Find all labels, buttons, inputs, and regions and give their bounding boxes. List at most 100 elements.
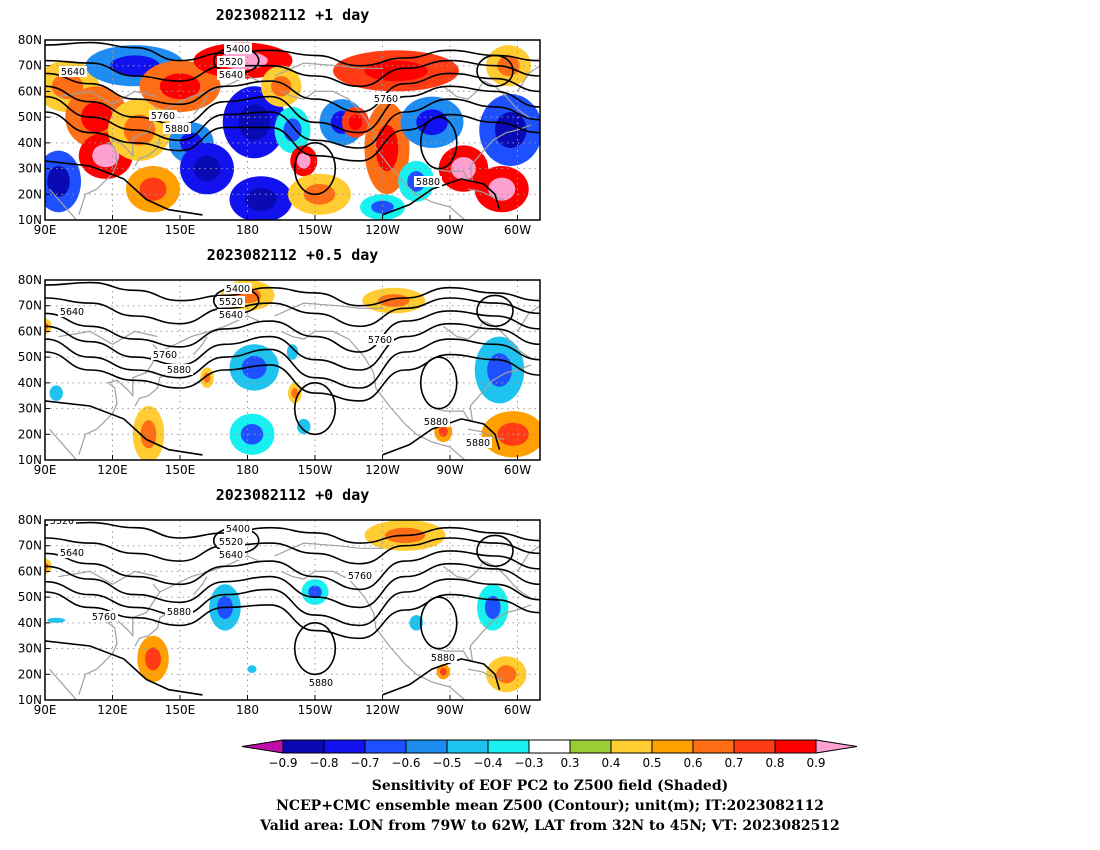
shaded-core — [110, 55, 160, 76]
contour-label-bg — [58, 547, 86, 558]
map-frame — [44, 519, 541, 701]
coastline-segment — [78, 103, 161, 216]
colorbar-tick-label: −0.7 — [350, 756, 379, 770]
colorbar-swatch — [405, 739, 448, 754]
coastline-segment — [274, 302, 383, 317]
z500-contour-line — [45, 111, 540, 162]
colorbar-swatch — [446, 739, 489, 754]
lon-tick-label: 150E — [165, 463, 196, 477]
coastline-segment — [58, 330, 158, 345]
shaded-core — [240, 424, 264, 445]
closed-contour — [476, 54, 514, 88]
sensitivity-shading — [45, 280, 540, 460]
shaded-core — [439, 667, 447, 676]
contour-label-bg — [366, 334, 394, 345]
contour-label-bg — [151, 349, 179, 360]
z500-contour-line — [45, 322, 540, 371]
contour-label: 5640 — [60, 548, 84, 559]
coastline-segment — [159, 555, 260, 593]
lat-tick-label: 30N — [18, 162, 42, 176]
panel-title-3: 2023082112 +0 day — [215, 486, 370, 504]
coastline-segment — [442, 320, 530, 358]
colorbar-tick-label: 0.7 — [724, 756, 743, 770]
lat-tick-label: 20N — [18, 187, 42, 201]
colorbar-tick-label: −0.8 — [309, 756, 338, 770]
contour-labels: 5400 5520 5640 5640 5760 5760 5880 5880 — [59, 43, 442, 188]
lat-tick-label: 30N — [18, 642, 42, 656]
lon-tick-label: 90E — [34, 463, 57, 477]
caption-line-1: Sensitivity of EOF PC2 to Z500 field (Sh… — [371, 778, 729, 794]
contour-label: 5640 — [219, 310, 243, 321]
shaded-core — [364, 60, 428, 82]
colorbar-swatch — [610, 739, 653, 754]
lat-tick-label: 60N — [18, 564, 42, 578]
z500-contour-line — [45, 562, 540, 609]
shaded-core — [139, 177, 167, 201]
colorbar-tick-label: −0.5 — [432, 756, 461, 770]
lon-tick-label: 150E — [165, 223, 196, 237]
z500-contour-line — [45, 591, 540, 640]
coastline-segment — [134, 612, 170, 647]
lon-tick-label: 90W — [436, 463, 463, 477]
shaded-core — [47, 166, 70, 197]
coastline-segment — [467, 428, 505, 440]
colorbar-tick-label: 0.4 — [601, 756, 620, 770]
shaded-core — [245, 187, 277, 211]
coastline-segment — [159, 75, 260, 113]
shaded-core — [238, 104, 270, 141]
coastline-segment — [49, 428, 77, 460]
lon-tick-label: 180 — [236, 463, 259, 477]
shaded-core — [297, 418, 311, 435]
lon-tick-label: 150W — [298, 703, 333, 717]
colorbar: −0.9 −0.8 −0.7 −0.6 −0.5 −0.4 −0.3 0.3 0.4 0.5 0.6… — [241, 739, 858, 770]
z500-contour-line — [45, 85, 540, 134]
contour-label-bg — [217, 536, 245, 547]
contour-label: 5520 — [219, 537, 243, 548]
z500-contour-line — [45, 521, 540, 544]
shaded-core — [416, 109, 448, 136]
lat-tick-label: 60N — [18, 324, 42, 338]
graticule — [45, 520, 540, 700]
colorbar-tick-label: 0.3 — [560, 756, 579, 770]
contour-label: 5880 — [165, 124, 189, 135]
colorbar-tick-label: −0.3 — [514, 756, 543, 770]
map-background — [45, 520, 540, 700]
lat-tick-label: 20N — [18, 667, 42, 681]
z500-5880-line — [45, 160, 203, 216]
contour-label-bg — [48, 520, 76, 526]
coastline-segment — [193, 336, 208, 355]
contour-label: 5520 — [219, 57, 243, 68]
shaded-core — [283, 118, 302, 142]
lat-tick-label: 80N — [18, 273, 42, 287]
z500-5880-line — [382, 178, 501, 216]
coastline-segment — [434, 364, 532, 423]
colorbar-tick-label: 0.5 — [642, 756, 661, 770]
closed-contour — [293, 142, 337, 196]
closed-contour — [419, 116, 458, 170]
contour-label-bg — [429, 652, 457, 663]
shaded-core — [193, 155, 221, 182]
lon-tick-label: 120E — [97, 463, 128, 477]
colorbar-tick-label: −0.9 — [268, 756, 297, 770]
z500-5880-line — [382, 658, 501, 696]
shaded-core — [51, 73, 84, 100]
contour-label-bg — [165, 606, 193, 617]
lon-tick-label: 150W — [298, 223, 333, 237]
z500-contour-line — [45, 297, 540, 328]
colorbar-ticks: −0.9 −0.8 −0.7 −0.6 −0.5 −0.4 −0.3 0.3 0.4 0.5 0.6… — [268, 756, 825, 770]
coastline-segment — [49, 188, 77, 220]
colorbar-swatch — [733, 739, 776, 754]
coastline-segment — [281, 90, 466, 220]
contour-label-bg — [217, 56, 245, 67]
contour-label-bg — [307, 677, 335, 688]
z500-5880-line — [382, 418, 501, 456]
contour-label-bg — [217, 309, 245, 320]
coastline-segment — [274, 542, 383, 557]
contour-label-bg — [224, 283, 252, 294]
contour-label-bg — [58, 306, 86, 317]
contour-label: 5760 — [151, 111, 175, 122]
coastline-segment — [134, 372, 170, 407]
contour-label-bg — [165, 364, 193, 375]
shaded-core — [378, 294, 410, 308]
coastline-segment — [467, 668, 505, 680]
